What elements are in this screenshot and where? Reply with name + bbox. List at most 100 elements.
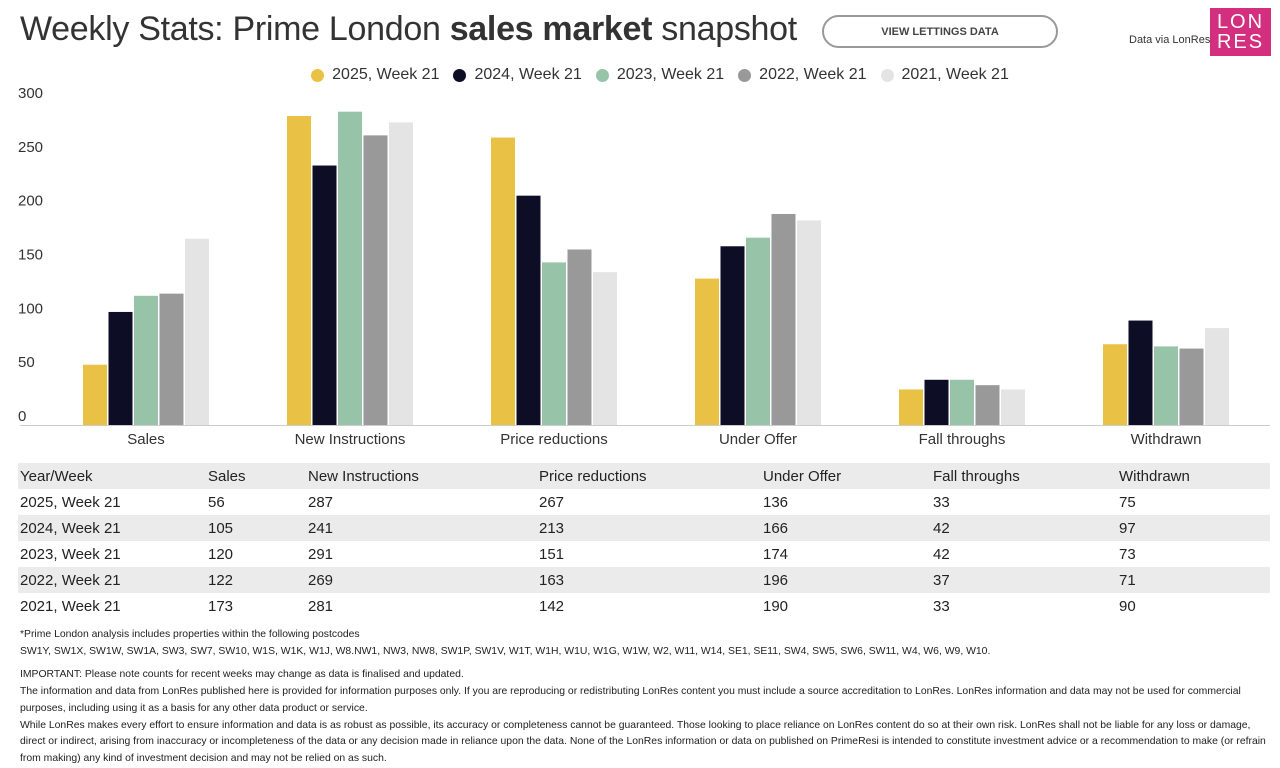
bar [83, 364, 107, 425]
table-cell: Under Offer [763, 467, 842, 485]
table-cell: Fall throughs [933, 467, 1020, 485]
table-row: 2025, Week 21 56 287 267 136 33 75 [18, 489, 1270, 515]
legend-dot-icon [311, 68, 325, 82]
bar [363, 135, 388, 426]
page-title: Weekly Stats: Prime London sales market … [20, 10, 797, 49]
logo-bottom: RES [1216, 31, 1265, 53]
table-cell: 2022, Week 21 [20, 571, 121, 589]
table-cell: 33 [933, 493, 950, 511]
bar [695, 278, 719, 425]
table-cell: 190 [763, 597, 789, 615]
bar [338, 111, 362, 425]
bar-chart: 0 50 100 150 200 250 300 Sales New Instructions P… [18, 85, 1270, 448]
bar [389, 122, 413, 425]
legend-label: 2022, Week 21 [759, 66, 867, 83]
info-note: The information and data from LonRes pub… [20, 686, 1241, 714]
bar [185, 238, 209, 425]
x-tick-label: Sales [127, 431, 165, 448]
title-text-end: snapshot [652, 10, 797, 48]
table-cell: 166 [763, 519, 789, 537]
table-cell: Price reductions [539, 467, 647, 485]
y-tick-label: 250 [18, 139, 43, 156]
disclaimer-note: While LonRes makes every effort to ensur… [20, 719, 1266, 764]
legend-label: 2025, Week 21 [332, 66, 440, 83]
bar [975, 385, 1000, 425]
table-cell: 142 [539, 597, 565, 615]
legend-label: 2023, Week 21 [616, 66, 725, 83]
table-cell: 71 [1119, 571, 1136, 589]
table-cell: 2021, Week 21 [20, 597, 121, 615]
legend-item[interactable]: 2025, Week 21 [311, 66, 439, 84]
bar [950, 379, 974, 425]
table-cell: 97 [1119, 519, 1136, 537]
table-row: 2022, Week 21 122 269 163 196 37 71 [18, 567, 1270, 593]
bar [771, 213, 796, 425]
x-tick-label: Under Offer [719, 431, 797, 448]
y-tick-label: 100 [18, 300, 43, 317]
table-cell: New Instructions [308, 467, 419, 485]
bar [567, 249, 592, 425]
lonres-logo[interactable]: LON RES [1210, 8, 1271, 56]
legend-dot-icon [453, 68, 467, 82]
y-tick-label: 150 [18, 247, 43, 264]
x-tick-label: Price reductions [500, 431, 608, 448]
important-note: IMPORTANT: Please note counts for recent… [20, 669, 464, 681]
bar [1205, 328, 1229, 425]
bar [312, 165, 337, 426]
data-table: Year/Week Sales New Instructions Price redu… [18, 463, 1270, 619]
table-cell: 56 [208, 493, 225, 511]
bar [108, 311, 133, 425]
table-cell: 42 [933, 519, 950, 537]
table-cell: 196 [763, 571, 789, 589]
table-cell: 241 [308, 519, 334, 537]
bar [287, 115, 311, 425]
postcodes-title: *Prime London analysis includes properti… [20, 629, 360, 640]
table-cell: 2025, Week 21 [20, 493, 121, 511]
legend-dot-icon [738, 68, 752, 82]
bar [542, 262, 566, 425]
legend-item[interactable]: 2021, Week 21 [880, 66, 1009, 84]
legend-item[interactable]: 2024, Week 21 [453, 66, 582, 84]
legend-label: 2024, Week 21 [474, 66, 582, 83]
footnotes: *Prime London analysis includes properti… [20, 627, 1270, 768]
title-bold-text: sales market [449, 10, 653, 48]
legend-item[interactable]: 2022, Week 21 [738, 66, 867, 84]
table-cell: Year/Week [20, 467, 93, 485]
table-cell: 33 [933, 597, 950, 615]
table-row: 2024, Week 21 105 241 213 166 42 97 [18, 515, 1270, 541]
table-cell: 2023, Week 21 [20, 545, 121, 563]
bar [924, 379, 949, 425]
table-row: 2023, Week 21 120 291 151 174 42 73 [18, 541, 1270, 567]
table-cell: 120 [208, 545, 234, 563]
table-header-row: Year/Week Sales New Instructions Price redu… [18, 463, 1270, 489]
postcodes-list: SW1Y, SW1X, SW1W, SW1A, SW3, SW7, SW10, … [20, 645, 991, 657]
bar [491, 137, 515, 425]
legend-item[interactable]: 2023, Week 21 [595, 66, 725, 84]
table-cell: Withdrawn [1119, 467, 1190, 485]
table-cell: 163 [539, 571, 565, 589]
table-cell: 174 [763, 545, 789, 563]
table-cell: 291 [308, 545, 334, 563]
table-cell: Sales [208, 467, 246, 485]
title-text: Weekly Stats: Prime London [20, 10, 450, 48]
x-tick-label: New Instructions [295, 431, 406, 448]
bar [899, 389, 923, 425]
bar [797, 220, 821, 425]
x-tick-label: Withdrawn [1131, 431, 1202, 448]
legend-label: 2021, Week 21 [901, 66, 1009, 83]
table-cell: 122 [208, 571, 234, 589]
table-cell: 213 [539, 519, 565, 537]
table-cell: 90 [1119, 597, 1136, 615]
table-cell: 2024, Week 21 [20, 519, 121, 537]
table-cell: 287 [308, 493, 334, 511]
bar [720, 246, 745, 425]
view-lettings-data-button[interactable]: VIEW LETTINGS DATA [822, 15, 1058, 48]
bar [159, 293, 184, 425]
bar [746, 237, 770, 425]
bar [1128, 320, 1153, 425]
table-cell: 173 [208, 597, 234, 615]
bar [1001, 389, 1025, 425]
y-tick-label: 200 [18, 193, 43, 210]
y-tick-label: 300 [18, 85, 43, 102]
logo-top: LON [1216, 11, 1265, 33]
